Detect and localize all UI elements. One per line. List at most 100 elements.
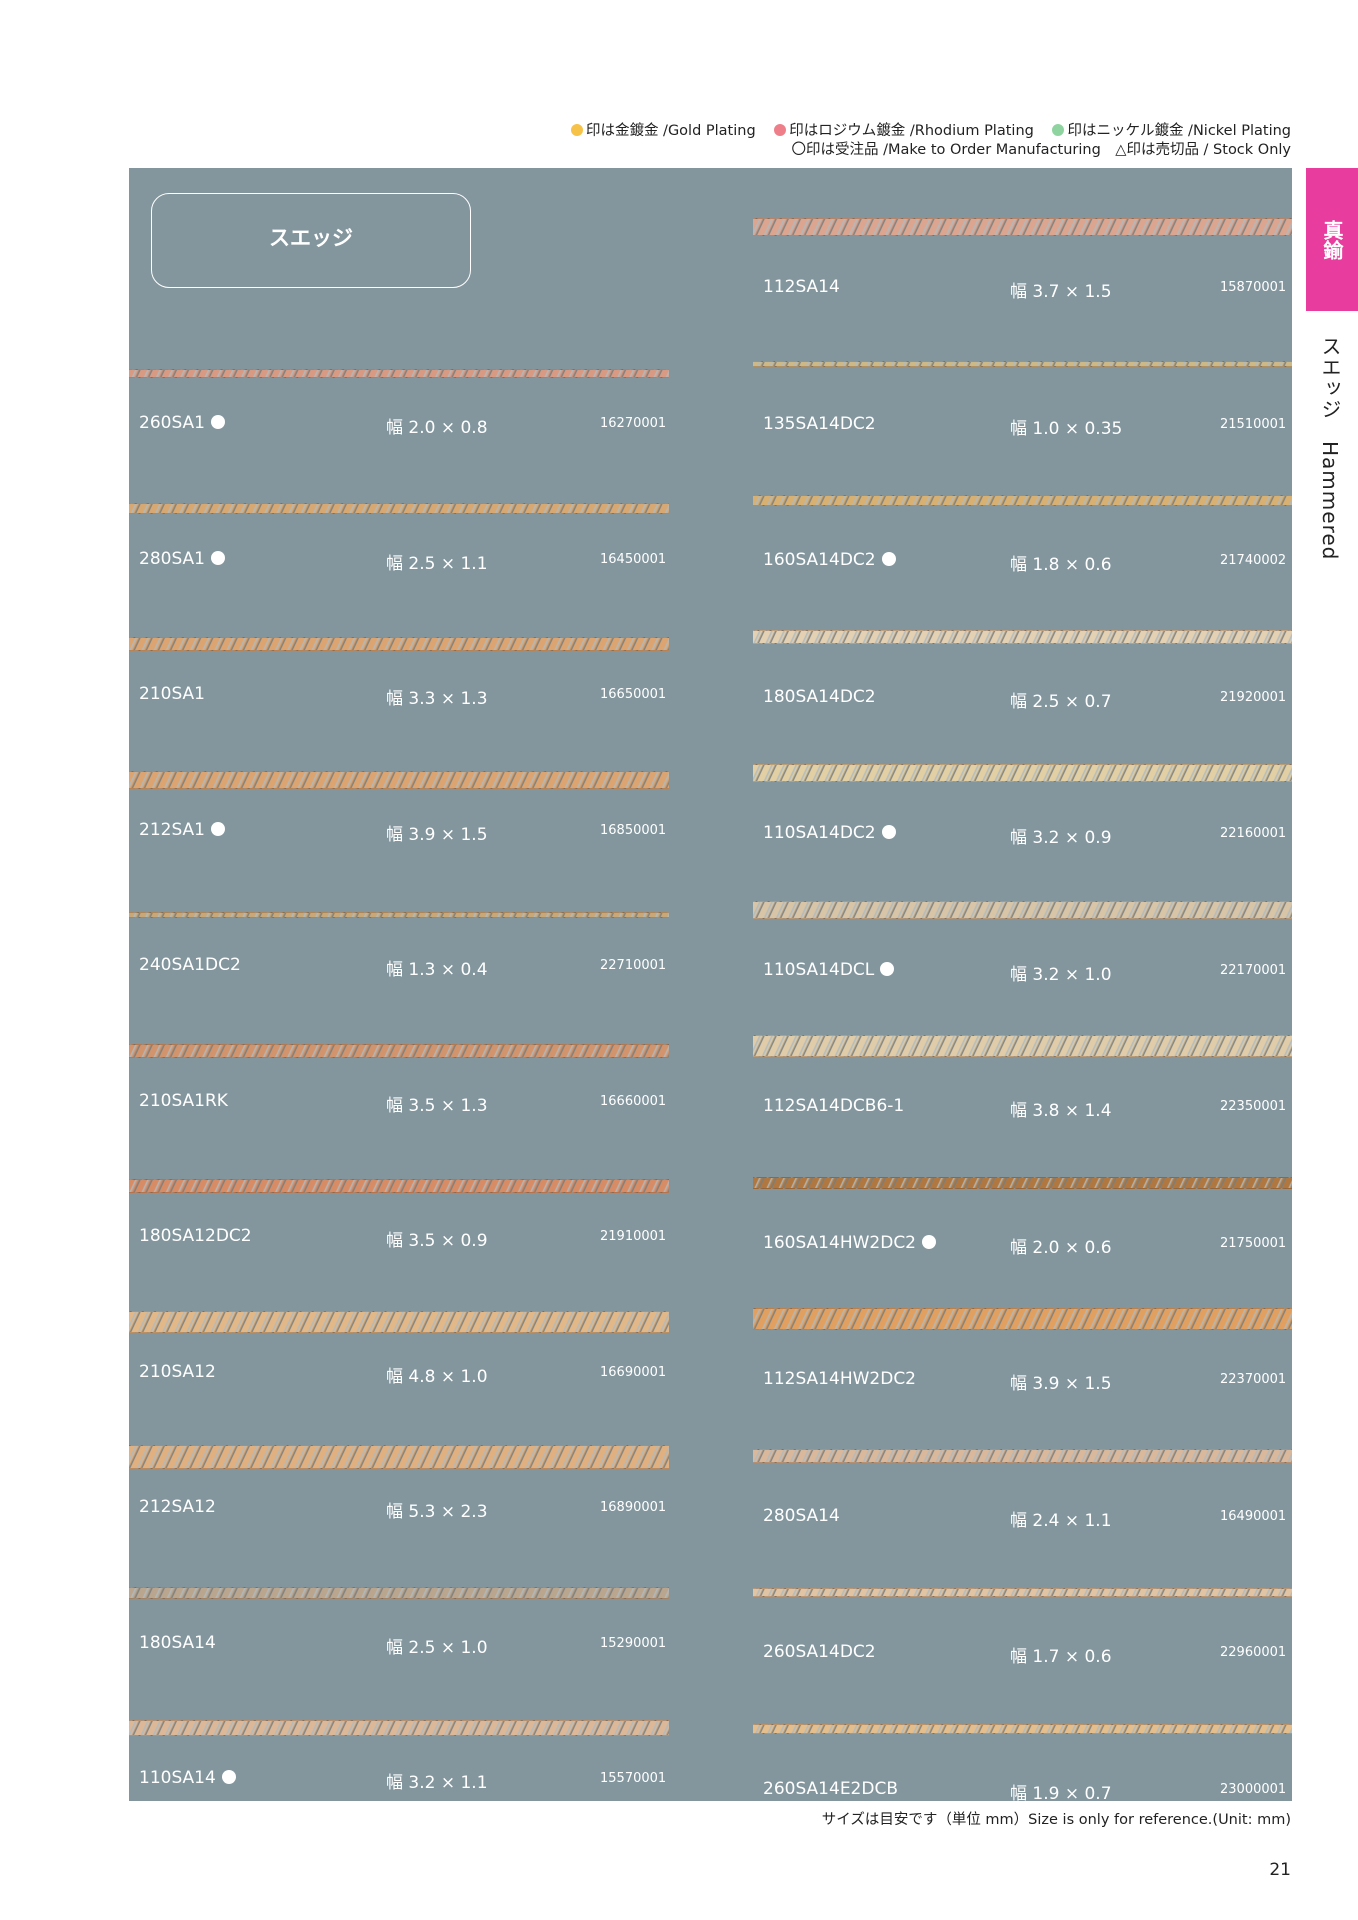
chain-model-number: 112SA14HW2DC2 <box>763 1369 916 1389</box>
chain-model-text: 280SA1 <box>139 548 205 569</box>
chain-product-code: 16490001 <box>1220 1508 1287 1524</box>
chain-product-code: 21750001 <box>1220 1235 1287 1251</box>
chain-model-text: 260SA1 <box>139 413 205 433</box>
chain-model-number: 110SA14 <box>139 1768 236 1788</box>
chain-size: 幅 2.4 × 1.1 <box>1010 1510 1112 1531</box>
category-side-label: スエッジ Hammered <box>1318 336 1342 561</box>
chain-product-code: 21510001 <box>1220 416 1287 432</box>
chain-model-number: 160SA14DC2 <box>763 550 896 570</box>
chain-product-code: 21920001 <box>1220 689 1287 705</box>
order-dot-icon <box>211 550 225 565</box>
chain-size: 幅 2.0 × 0.6 <box>1010 1237 1112 1258</box>
chain-size: 幅 3.2 × 1.1 <box>386 1773 488 1793</box>
chain-image <box>753 1587 1292 1597</box>
chain-image <box>129 503 669 514</box>
order-dot-icon <box>881 825 896 839</box>
material-tab: 真鍮 <box>1306 168 1358 311</box>
chain-image <box>129 368 669 378</box>
plating-legend: 印は金鍍金 /Gold Plating 印はロジウム鍍金 /Rhodium Pl… <box>570 122 1291 160</box>
chain-product-code: 21740002 <box>1220 553 1287 568</box>
chain-image <box>753 360 1292 367</box>
chain-size: 幅 3.8 × 1.4 <box>1010 1101 1112 1121</box>
chain-image <box>129 912 669 918</box>
section-title-box: スエッジ <box>151 193 471 288</box>
chain-size: 幅 3.9 × 1.5 <box>1010 1374 1112 1394</box>
chain-model-number: 112SA14 <box>763 277 840 297</box>
chain-product-code: 16660001 <box>600 1093 667 1109</box>
chain-size: 幅 3.9 × 1.5 <box>386 824 488 845</box>
chain-model-text: 212SA12 <box>139 1497 216 1517</box>
chain-size: 幅 5.3 × 2.3 <box>386 1502 488 1522</box>
chain-model-number: 210SA1RK <box>139 1091 228 1111</box>
chain-product-code: 16270001 <box>600 416 667 431</box>
chain-model-text: 180SA14DC2 <box>763 686 876 707</box>
size-footnote: サイズは目安です（単位 mm）Size is only for referenc… <box>821 1812 1291 1828</box>
chain-model-number: 180SA14 <box>139 1633 216 1653</box>
chain-model-text: 260SA14DC2 <box>763 1642 876 1662</box>
chain-product-code: 22350001 <box>1220 1099 1287 1114</box>
chain-size: 幅 2.5 × 0.7 <box>1010 691 1112 712</box>
chain-product-code: 15290001 <box>600 1635 667 1651</box>
catalog-panel <box>129 168 1292 1801</box>
chain-size: 幅 3.5 × 0.9 <box>386 1231 488 1251</box>
chain-image <box>129 1310 669 1333</box>
chain-model-number: 160SA14HW2DC2 <box>763 1233 936 1253</box>
chain-model-text: 112SA14DCB6-1 <box>763 1096 905 1116</box>
chain-product-code: 22170001 <box>1220 962 1287 978</box>
chain-model-text: 260SA14E2DCB <box>763 1778 898 1799</box>
chain-image <box>753 1035 1292 1057</box>
chain-image <box>129 1720 669 1736</box>
chain-size: 幅 3.7 × 1.5 <box>1010 282 1112 302</box>
chain-size: 幅 2.5 × 1.1 <box>386 553 488 574</box>
chain-size: 幅 1.0 × 0.35 <box>1010 418 1123 439</box>
chain-image <box>753 1448 1292 1463</box>
legend-row-availability: 〇印は受注品 /Make to Order Manufacturing △印は売… <box>791 142 1291 158</box>
chain-model-text: 110SA14 <box>139 1768 216 1788</box>
chain-model-text: 110SA14DCL <box>763 959 875 980</box>
chain-product-code: 22960001 <box>1220 1645 1287 1660</box>
legend-gold: 印は金鍍金 /Gold Plating <box>585 123 756 139</box>
chain-model-text: 160SA14HW2DC2 <box>763 1232 916 1253</box>
chain-image <box>753 764 1292 782</box>
chain-product-code: 16850001 <box>600 822 667 838</box>
chain-size: 幅 1.7 × 0.6 <box>1010 1647 1112 1667</box>
chain-model-number: 280SA14 <box>763 1506 840 1526</box>
chain-product-code: 22710001 <box>600 958 667 973</box>
legend-nickel: 印はニッケル鍍金 /Nickel Plating <box>1067 123 1291 139</box>
chain-model-number: 180SA14DC2 <box>763 687 876 707</box>
chain-image <box>129 1043 669 1058</box>
chain-model-number: 110SA14DC2 <box>763 823 896 843</box>
chain-model-number: 280SA1 <box>139 549 225 569</box>
chain-model-number: 260SA14E2DCB <box>763 1779 898 1799</box>
chain-product-code: 16690001 <box>600 1364 667 1380</box>
legend-rhodium: 印はロジウム鍍金 /Rhodium Plating <box>789 123 1034 139</box>
chain-model-number: 240SA1DC2 <box>139 955 241 975</box>
chain-model-text: 280SA14 <box>763 1505 840 1526</box>
material-tab-label: 真鍮 <box>1320 219 1344 260</box>
legend-row-plating: 印は金鍍金 /Gold Plating 印はロジウム鍍金 /Rhodium Pl… <box>570 122 1291 141</box>
chain-image <box>129 1586 669 1599</box>
page-number: 21 <box>1269 1860 1291 1880</box>
chain-model-number: 210SA1 <box>139 684 205 704</box>
chain-product-code: 16450001 <box>600 551 667 567</box>
chain-model-text: 180SA12DC2 <box>139 1226 252 1246</box>
chain-model-number: 135SA14DC2 <box>763 414 876 434</box>
chain-image <box>129 1445 669 1469</box>
section-title: スエッジ <box>269 226 353 250</box>
nickel-dot-icon <box>1052 124 1065 136</box>
chain-product-code: 23000001 <box>1220 1781 1287 1797</box>
chain-size: 幅 2.5 × 1.0 <box>386 1637 488 1658</box>
chain-model-text: 112SA14HW2DC2 <box>763 1369 916 1389</box>
chain-image <box>129 1179 669 1193</box>
chain-size: 幅 1.9 × 0.7 <box>1010 1783 1112 1804</box>
chain-model-text: 112SA14 <box>763 277 840 297</box>
order-dot-icon <box>221 1770 236 1784</box>
chain-model-text: 180SA14 <box>139 1632 216 1653</box>
chain-size: 幅 1.3 × 0.4 <box>386 960 488 980</box>
chain-size: 幅 3.5 × 1.3 <box>386 1095 488 1116</box>
chain-model-number: 212SA1 <box>139 820 225 840</box>
chain-product-code: 16890001 <box>600 1500 667 1515</box>
chain-image <box>753 1308 1292 1330</box>
chain-size: 幅 2.0 × 0.8 <box>386 418 488 438</box>
order-dot-icon <box>922 1234 936 1249</box>
